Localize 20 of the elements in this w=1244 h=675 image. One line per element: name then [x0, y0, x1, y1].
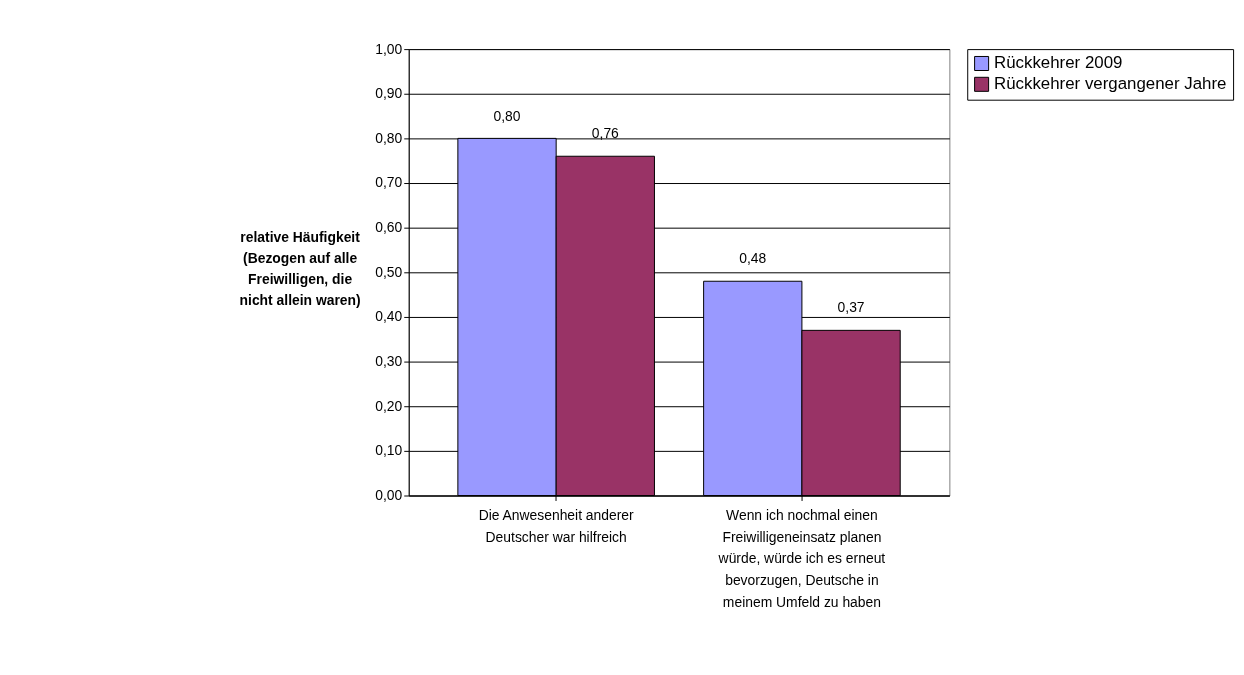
y-tick-label: 0,80 — [375, 129, 403, 146]
legend-label: Rückkehrer vergangener Jahre — [994, 74, 1227, 94]
data-label: 0,80 — [493, 107, 521, 124]
data-label: 0,76 — [591, 125, 620, 142]
y-tick-label: 0,20 — [375, 397, 403, 414]
x-tick-label: Die Anwesenheit anderer Deutscher war hilfreich — [478, 506, 635, 545]
data-label: 0,48 — [739, 250, 767, 267]
y-tick-label: 0,60 — [375, 219, 403, 236]
legend-label: Rückkehrer 2009 — [994, 53, 1123, 73]
y-tick-label: 0,50 — [375, 263, 403, 280]
y-tick-label: 0,30 — [375, 353, 403, 370]
y-axis-title: relative Häufigkeit (Bezogen auf alle Freiwilligen, die nicht allein waren) — [239, 229, 361, 308]
y-tick-label: 0,70 — [375, 174, 403, 191]
y-tick-label: 0,10 — [375, 442, 403, 459]
y-tick-label: 1,00 — [375, 40, 403, 57]
data-label: 0,37 — [837, 299, 865, 316]
y-tick-label: 0,90 — [375, 85, 403, 102]
y-tick-label: 0,00 — [375, 486, 403, 503]
y-tick-label: 0,40 — [375, 308, 403, 325]
x-tick-label: Wenn ich nochmal einen Freiwilligeneinsatz planen würde, würde ich es erneut bevorzugen, Deutsche in meinem Umfeld zu haben — [717, 506, 886, 611]
